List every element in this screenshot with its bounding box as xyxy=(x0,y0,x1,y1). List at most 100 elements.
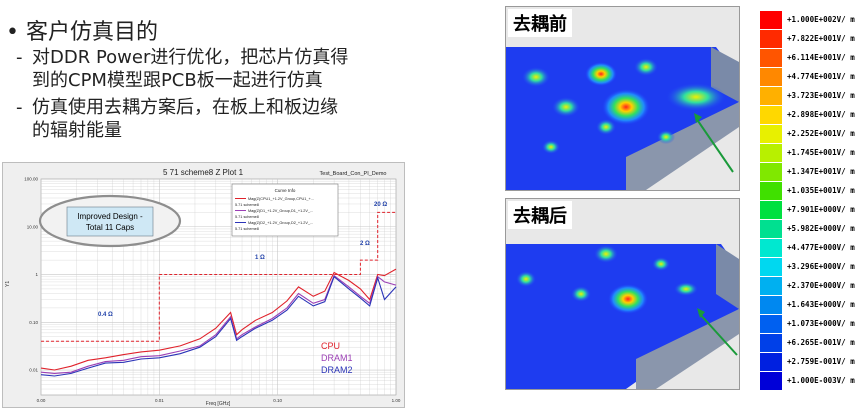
curve-info-box xyxy=(231,183,339,237)
series-dram1 xyxy=(40,274,397,374)
y-tick-label: 1 xyxy=(35,272,38,277)
legend-swatch xyxy=(760,30,782,48)
legend-value: +1.643E+000V/ m xyxy=(787,300,855,309)
legend-value: +1.745E+001V/ m xyxy=(787,148,855,157)
series-label-dram1: DRAM1 xyxy=(321,353,353,363)
plot-series xyxy=(40,211,397,377)
series-dram2 xyxy=(40,275,397,377)
legend-swatch xyxy=(760,296,782,314)
legend-value: +6.114E+001V/ m xyxy=(787,53,855,62)
legend-value: +2.252E+001V/ m xyxy=(787,129,855,138)
heatmap-after-label: 去耦后 xyxy=(508,201,572,229)
bullet-main: • 客户仿真目的 xyxy=(6,14,158,46)
legend-value: +3.296E+000V/ m xyxy=(787,262,855,271)
legend-swatch xyxy=(760,220,782,238)
arrow-head xyxy=(694,113,702,123)
legend-swatch xyxy=(760,68,782,86)
callout-box xyxy=(66,206,154,237)
sub-bullet-dash: - xyxy=(16,47,23,68)
heatmap-before-label: 去耦前 xyxy=(508,9,572,37)
legend-swatch xyxy=(760,106,782,124)
plot-title: 5 71 scheme8 Z Plot 1 xyxy=(163,168,244,177)
arrow-line xyxy=(698,312,738,356)
plot-ylabel: Y1 xyxy=(5,281,11,287)
target-label-20: 20 Ω xyxy=(374,202,387,208)
arrow-head xyxy=(697,308,705,318)
legend-value: +4.774E+001V/ m xyxy=(787,72,855,81)
sub-bullet-1-line2: 到的CPM模型跟PCB板一起进行仿真 xyxy=(32,70,323,91)
legend-swatch xyxy=(760,125,782,143)
x-tick-label: 0.10 xyxy=(273,398,282,403)
target-label-1: 1 Ω xyxy=(255,255,265,261)
y-tick-label: 10.00 xyxy=(27,224,39,229)
legend-swatch xyxy=(760,372,782,390)
legend-swatch xyxy=(760,182,782,200)
legend-value: +7.901E+000V/ m xyxy=(787,205,855,214)
legend-value: +3.723E+001V/ m xyxy=(787,91,855,100)
legend-swatch xyxy=(760,315,782,333)
legend-swatch xyxy=(760,277,782,295)
curve-info-item: Mag(Z(CPU1_+1.2V_Group,CPU1_+... xyxy=(248,197,314,201)
curve-info-item: 5.71 scheme8 xyxy=(235,203,259,207)
legend-swatch xyxy=(760,163,782,181)
sub-bullet-1: - 对DDR Power进行优化，把芯片仿真得 到的CPM模型跟PCB板一起进行… xyxy=(16,46,348,92)
legend-value: +2.898E+001V/ m xyxy=(787,110,855,119)
legend-value: +7.822E+001V/ m xyxy=(787,34,855,43)
legend-swatch xyxy=(760,11,782,29)
legend-value: +2.370E+000V/ m xyxy=(787,281,855,290)
series-target xyxy=(41,211,396,342)
curve-info-item: 5.71 scheme8 xyxy=(235,227,259,231)
legend-swatch xyxy=(760,144,782,162)
legend-value: +1.073E+000V/ m xyxy=(787,319,855,328)
x-tick-label: 0.01 xyxy=(155,398,164,403)
series-cpu xyxy=(40,268,397,371)
x-tick-label: 0.00 xyxy=(37,398,46,403)
curve-info-item: Mag(Z(D1_+1.2V_Group,D1_+1.2V_... xyxy=(248,209,313,213)
legend-value: +1.035E+001V/ m xyxy=(787,186,855,195)
plot-project: Test_Board_Con_PI_Demo xyxy=(320,171,387,177)
legend-swatch xyxy=(760,239,782,257)
curve-info-list: Mag(Z(CPU1_+1.2V_Group,CPU1_+... 5.71 sch… xyxy=(235,197,314,231)
x-tick-label: 1.00 xyxy=(392,398,401,403)
legend-value: +1.000E+002V/ m xyxy=(787,15,855,24)
y-tick-label: 0.10 xyxy=(29,320,38,325)
heatmap-before-image xyxy=(506,7,739,190)
plot-ticks: 0.00 0.01 0.10 1.00 100.00 10.00 1 0.10 0.01 xyxy=(24,177,401,404)
impedance-plot-panel: 5 71 scheme8 Z Plot 1 Test_Board_Con_PI_… xyxy=(2,162,405,408)
callout-line2: Total 11 Caps xyxy=(86,223,134,232)
series-label-cpu: CPU xyxy=(321,341,340,351)
sub-bullet-2: - 仿真使用去耦方案后，在板上和板边缘 的辐射能量 xyxy=(16,96,338,142)
arrow-line xyxy=(695,117,734,173)
target-label-0p4: 0.4 Ω xyxy=(98,312,113,318)
bullet-main-text: 客户仿真目的 xyxy=(25,20,158,45)
legend-swatch xyxy=(760,201,782,219)
legend-value: +1.000E-003V/ m xyxy=(787,376,855,385)
legend-value: +6.265E-001V/ m xyxy=(787,338,855,347)
curve-info-item: 5.71 scheme8 xyxy=(235,215,259,219)
callout-line1: Improved Design - xyxy=(77,212,143,221)
heatmap-after: 去耦后 xyxy=(505,198,740,390)
sub-bullet-dash: - xyxy=(16,97,23,118)
curve-info-item: Mag(Z(D2_+1.2V_Group,D2_+1.2V_... xyxy=(248,221,313,225)
legend-swatch xyxy=(760,258,782,276)
color-legend: +1.000E+002V/ m +7.822E+001V/ m +6.114E+00… xyxy=(755,8,863,391)
legend-value: +1.347E+001V/ m xyxy=(787,167,855,176)
impedance-plot: 5 71 scheme8 Z Plot 1 Test_Board_Con_PI_… xyxy=(5,168,401,407)
series-label-dram2: DRAM2 xyxy=(321,365,353,375)
legend-swatch xyxy=(760,353,782,371)
sub-bullet-2-line2: 的辐射能量 xyxy=(32,120,122,141)
bullet-dot: • xyxy=(6,20,19,45)
heatmap-before: 去耦前 xyxy=(505,6,740,191)
sub-bullet-2-line1: 仿真使用去耦方案后，在板上和板边缘 xyxy=(32,97,338,118)
plot-xlabel: Freq [GHz] xyxy=(206,401,231,407)
legend-swatch xyxy=(760,87,782,105)
legend-value: +5.982E+000V/ m xyxy=(787,224,855,233)
curve-info-title: Curve Info xyxy=(275,188,296,193)
y-tick-label: 0.01 xyxy=(29,368,38,373)
legend-value: +4.477E+000V/ m xyxy=(787,243,855,252)
heatmap-after-image xyxy=(506,199,739,389)
legend-swatch xyxy=(760,49,782,67)
legend-swatch xyxy=(760,334,782,352)
legend-value: +2.759E-001V/ m xyxy=(787,357,855,366)
y-tick-label: 100.00 xyxy=(24,177,38,182)
